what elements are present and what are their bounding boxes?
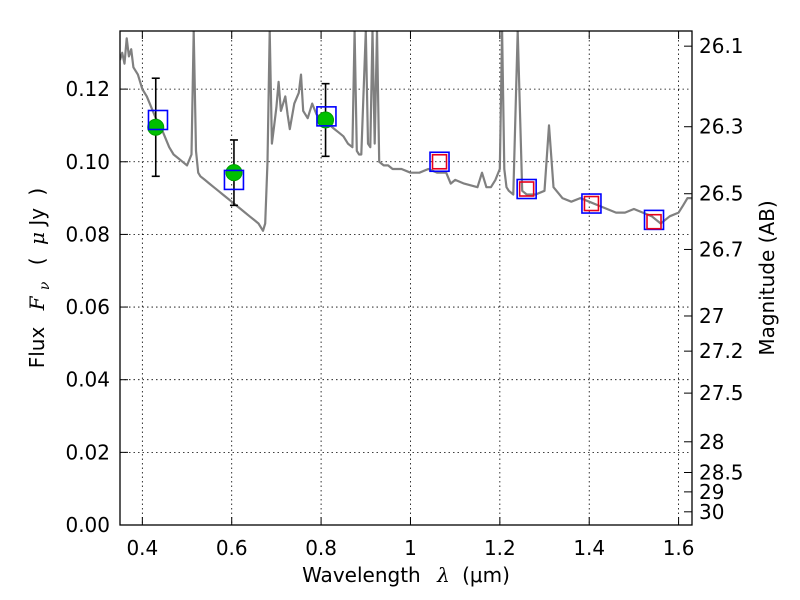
blue-square-marker [516, 178, 537, 200]
red-square-marker [518, 181, 535, 197]
observed-points-layer [147, 111, 335, 182]
blue-square-marker [581, 193, 602, 214]
y-axis-label-symbol: F [25, 295, 49, 311]
y-tick-label: 0.04 [65, 368, 110, 392]
grid-lines [120, 31, 692, 526]
y-axis-label-subscript: ν [37, 281, 53, 290]
blue-squares-layer [147, 106, 665, 231]
x-tick-label: 1.2 [484, 536, 516, 560]
y2-axis-label: Magnitude (AB) [755, 200, 779, 355]
x-tick-label: 0.4 [126, 536, 158, 560]
blue-square-marker [147, 109, 169, 131]
y-tick-label: 0.12 [65, 77, 110, 101]
y2-tick-label: 27.5 [699, 381, 744, 405]
plot-frame [119, 30, 693, 526]
y-axis-label-unit-open: ( [25, 257, 49, 265]
red-square-marker [583, 195, 600, 212]
x-tick-label: 1.4 [573, 536, 605, 560]
x-tick-label: 0.6 [216, 536, 248, 560]
x-tick-label: 1 [404, 536, 417, 560]
y2-tick-label: 30 [699, 500, 724, 524]
observed-point [147, 118, 165, 136]
red-squares-layer [431, 153, 662, 230]
y2-tick-label: 26.5 [699, 182, 744, 206]
y2-tick-label: 27 [699, 304, 724, 328]
y-axis-label-unit-symbol: μ [25, 232, 49, 245]
y-tick-label: 0.02 [65, 440, 110, 464]
y2-tick-label: 26.1 [699, 34, 744, 58]
y-tick-labels: 0.00 0.02 0.04 0.06 0.08 0.10 0.12 [65, 77, 110, 537]
x-axis-label-text: Wavelength [302, 563, 421, 587]
red-square-marker [646, 213, 662, 230]
y2-tick-label: 26.7 [699, 237, 744, 261]
x-tick-label: 0.8 [305, 536, 337, 560]
y-axis-label-text: Flux [25, 327, 49, 369]
y2-tick-label: 28.5 [699, 460, 744, 484]
y-axis-label-unit-rest: Jy [25, 208, 49, 228]
observed-point [225, 164, 243, 182]
y-tick-label: 0.00 [65, 513, 110, 537]
x-tick-label: 1.6 [663, 536, 695, 560]
y-tick-label: 0.08 [65, 222, 110, 246]
x-tick-labels: 0.4 0.6 0.8 1 1.2 1.4 1.6 [126, 536, 694, 560]
blue-square-marker [223, 169, 245, 191]
tick-marks [120, 31, 692, 526]
x-axis-label-symbol: λ [436, 563, 450, 587]
x-axis-label-unit: (μm) [462, 563, 510, 587]
sed-model-line [120, 31, 692, 232]
y2-tick-label: 28 [699, 430, 724, 454]
blue-square-marker [429, 151, 450, 173]
x-axis-label: Wavelength λ (μm) [302, 563, 510, 587]
y2-tick-label: 26.3 [699, 115, 744, 139]
red-square-marker [431, 153, 448, 170]
y-axis-label: Flux F ν ( μ Jy ) [25, 188, 54, 369]
sed-line-layer [120, 31, 692, 232]
y2-tick-label: 29 [699, 480, 724, 504]
y-axis-label-unit-close: ) [25, 188, 49, 196]
y-tick-label: 0.10 [65, 150, 110, 174]
y-tick-label: 0.06 [65, 295, 110, 319]
blue-square-marker [316, 106, 337, 127]
y2-tick-label: 27.2 [699, 339, 744, 363]
